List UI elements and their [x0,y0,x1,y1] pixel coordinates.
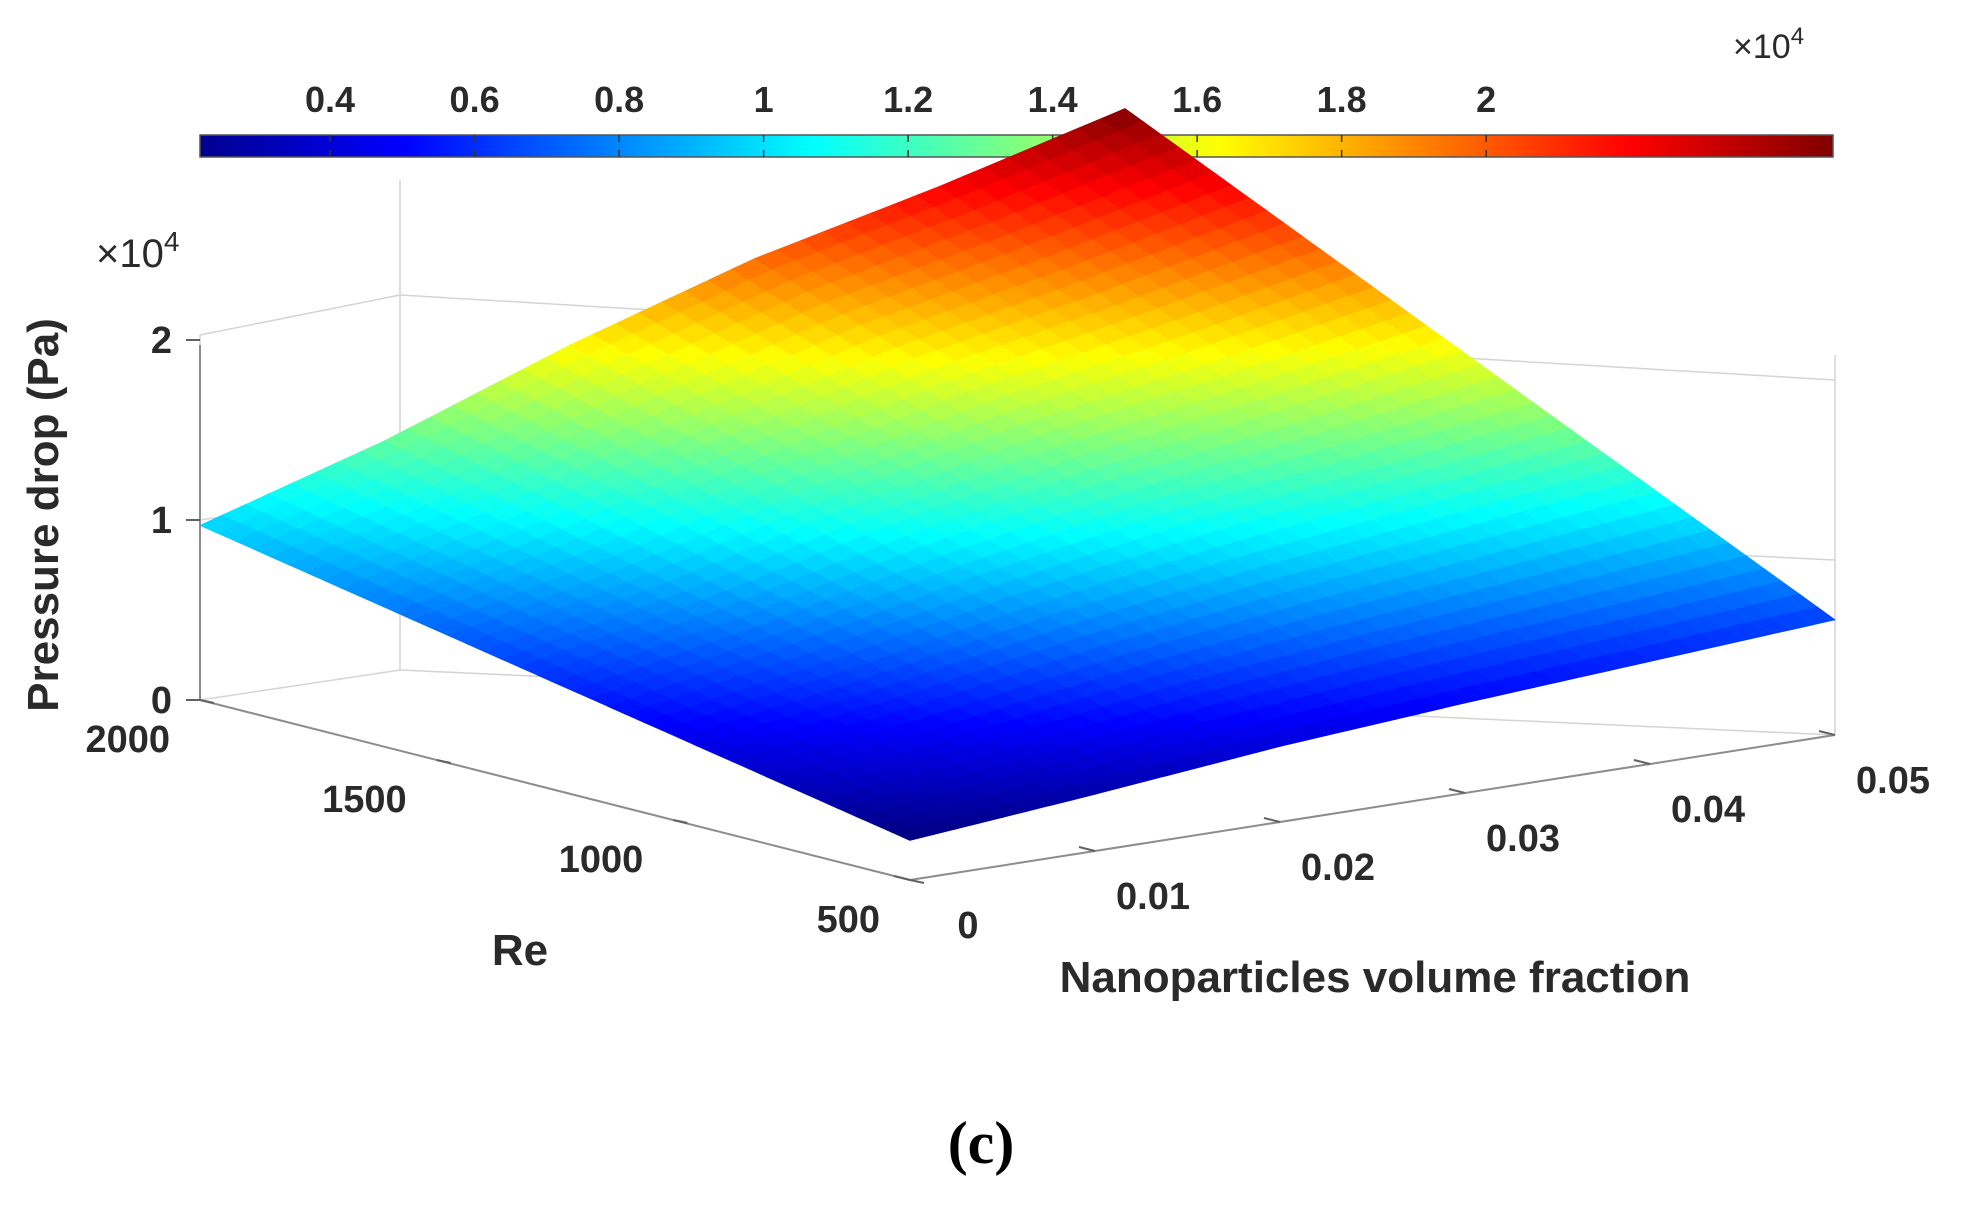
colorbar-tick-label: 1.6 [1172,79,1222,120]
figure-caption: (c) [948,1110,1015,1176]
box-edge-back-floor-left [199,669,401,701]
x-tick-label: 0 [957,905,978,947]
colorbar-multiplier-base: ×10 [1733,28,1791,66]
surface-patch [1793,606,1836,626]
colorbar-tick-label: 0.6 [450,79,500,120]
x-tick-label: 0.05 [1856,760,1930,802]
colorbar-tick-label: 1.8 [1317,79,1367,120]
phi-axis-line [909,734,1836,881]
z-tick-label: 2 [151,320,172,362]
colorbar: 0.4 0.6 0.8 1 1.2 1.4 1.6 1.8 2 ×104 [199,23,1834,158]
colorbar-tick-label: 1.4 [1028,79,1078,120]
y-axis-label: Re [492,926,548,975]
x-tick-label: 0.02 [1301,847,1375,889]
y-tick [909,879,925,884]
colorbar-tick-label: 0.8 [594,79,644,120]
colorbar-tick-label: 1.2 [883,79,933,120]
z-axis-multiplier-base: ×10 [96,232,164,276]
z-axis-multiplier: ×104 [96,226,179,276]
colorbar-multiplier: ×104 [1733,23,1804,66]
colorbar-tick-label: 1 [754,79,774,120]
re-axis-line [199,699,911,881]
x-tick [893,875,911,881]
x-axis-label: Nanoparticles volume fraction [1060,953,1691,1002]
y-tick [199,699,215,704]
x-tick-label: 0.04 [1671,789,1745,831]
x-tick [1818,730,1836,736]
z-tick-label: 1 [151,500,172,542]
z-axis-label: Pressure drop (Pa) [19,318,68,712]
front-axes [199,345,1836,881]
x-tick-label: 0.01 [1116,876,1190,918]
x-tick [1448,788,1466,794]
x-tick-label: 0.03 [1486,818,1560,860]
box-edge-top-left [199,294,401,336]
y-tick [436,759,451,764]
y-tick [673,819,688,824]
y-tick-label: 500 [817,899,880,941]
y-tick-label: 2000 [85,719,170,761]
x-tick [1078,846,1096,852]
z-tick-label: 0 [151,680,172,722]
y-tick-label: 1500 [322,779,407,821]
z-axis-multiplier-exp: 4 [164,226,180,257]
colorbar-ticks: 0.4 0.6 0.8 1 1.2 1.4 1.6 1.8 2 [305,79,1496,157]
x-tick [1263,817,1281,823]
x-tick [1633,759,1651,765]
colorbar-tick-label: 2 [1476,79,1496,120]
pressure-drop-surface [199,108,1836,841]
colorbar-multiplier-exp: 4 [1791,23,1804,50]
colorbar-tick-label: 0.4 [305,79,355,120]
y-tick-label: 1000 [559,839,644,881]
